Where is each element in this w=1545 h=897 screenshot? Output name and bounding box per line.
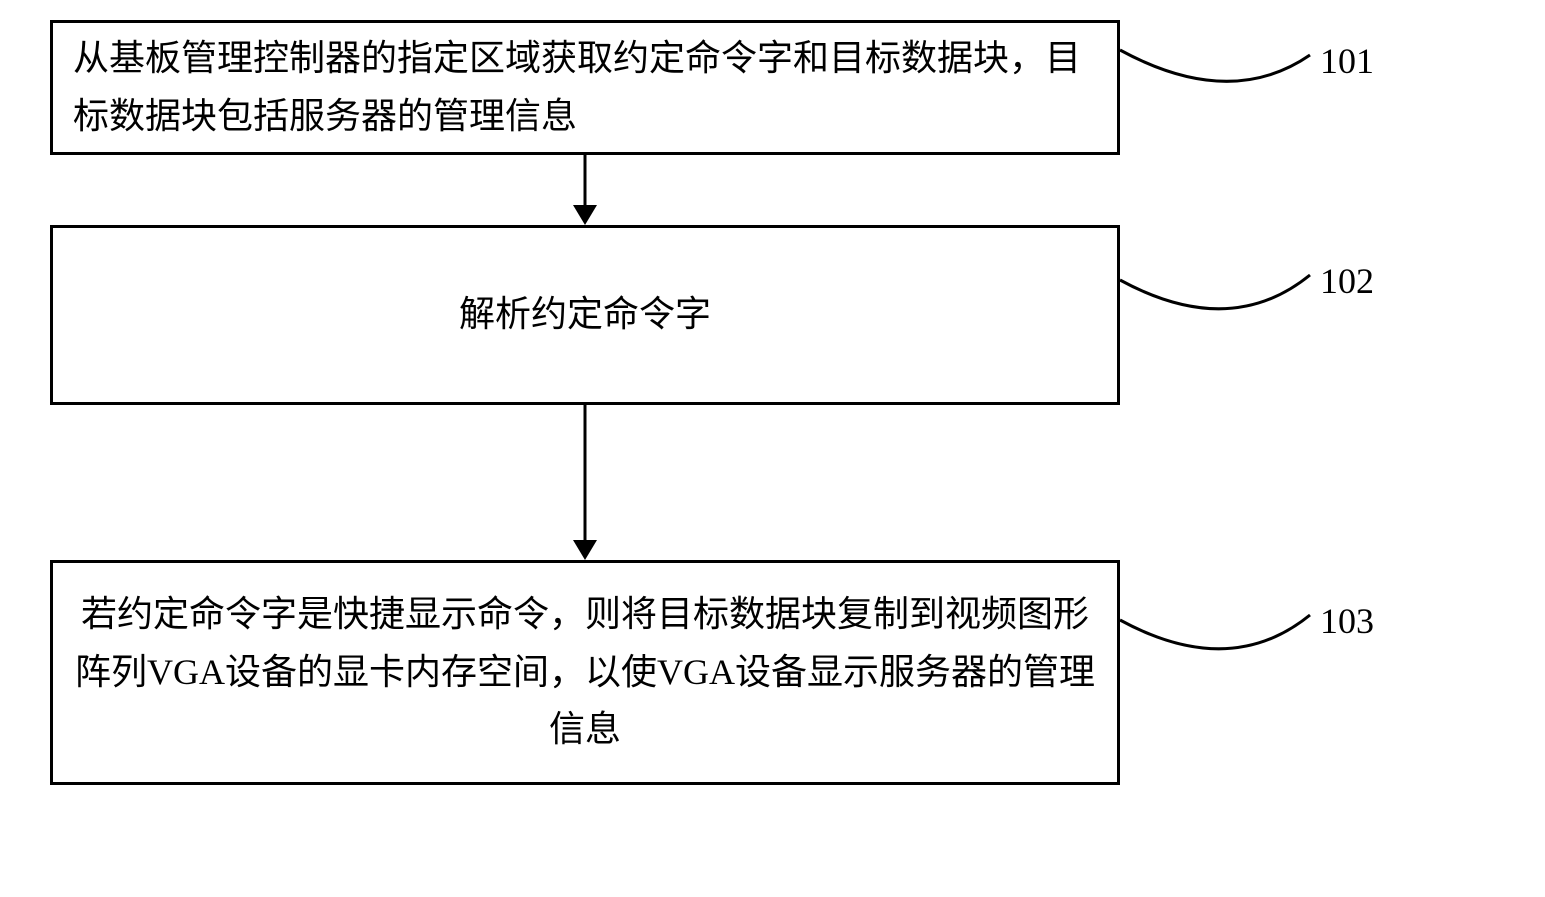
arrow-2-to-3 [0,0,1545,897]
flowchart-container: 从基板管理控制器的指定区域获取约定命令字和目标数据块，目标数据块包括服务器的管理… [0,0,1545,892]
